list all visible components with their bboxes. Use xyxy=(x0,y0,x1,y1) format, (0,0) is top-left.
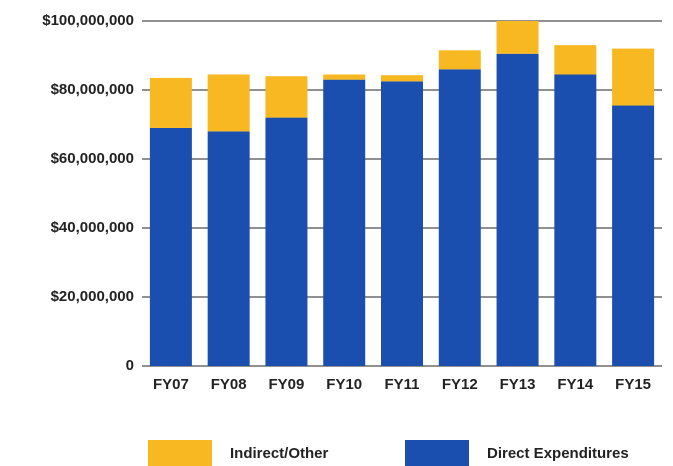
y-tick-label: $60,000,000 xyxy=(51,150,134,167)
bar-segment xyxy=(323,79,366,367)
bar-segment xyxy=(496,21,539,54)
y-tick-label: $40,000,000 xyxy=(51,219,134,236)
bar-segment xyxy=(381,81,423,366)
bar-segment xyxy=(323,74,366,80)
y-tick-label: $20,000,000 xyxy=(51,288,134,305)
legend-label: Direct Expenditures xyxy=(487,445,629,462)
legend-swatch xyxy=(405,440,469,466)
bar-segment xyxy=(149,77,192,128)
legend-swatch xyxy=(148,440,212,466)
x-tick-label: FY15 xyxy=(615,376,651,393)
bar-segment xyxy=(149,127,192,366)
bar-segment xyxy=(265,117,308,366)
bar-segment xyxy=(207,74,250,132)
x-tick-label: FY10 xyxy=(326,376,362,393)
y-tick-label: $80,000,000 xyxy=(51,81,134,98)
y-tick-label: 0 xyxy=(126,357,134,374)
legend-label: Indirect/Other xyxy=(230,445,329,462)
bar-segment xyxy=(554,45,597,75)
bar-segment xyxy=(265,76,308,118)
x-tick-label: FY07 xyxy=(153,376,189,393)
x-tick-label: FY13 xyxy=(500,376,536,393)
bar-segment xyxy=(554,74,597,366)
bar-segment xyxy=(438,69,481,367)
bar-segment xyxy=(612,105,655,367)
x-tick-label: FY14 xyxy=(557,376,594,393)
x-tick-label: FY08 xyxy=(211,376,247,393)
bar-segment xyxy=(438,50,481,70)
x-tick-label: FY12 xyxy=(442,376,478,393)
bar-segment xyxy=(496,53,539,367)
x-tick-label: FY09 xyxy=(269,376,305,393)
bar-segment xyxy=(381,75,423,82)
y-tick-label: $100,000,000 xyxy=(42,12,134,29)
bar-segment xyxy=(612,48,655,106)
bar-segment xyxy=(207,131,250,366)
x-tick-label: FY11 xyxy=(384,376,419,393)
